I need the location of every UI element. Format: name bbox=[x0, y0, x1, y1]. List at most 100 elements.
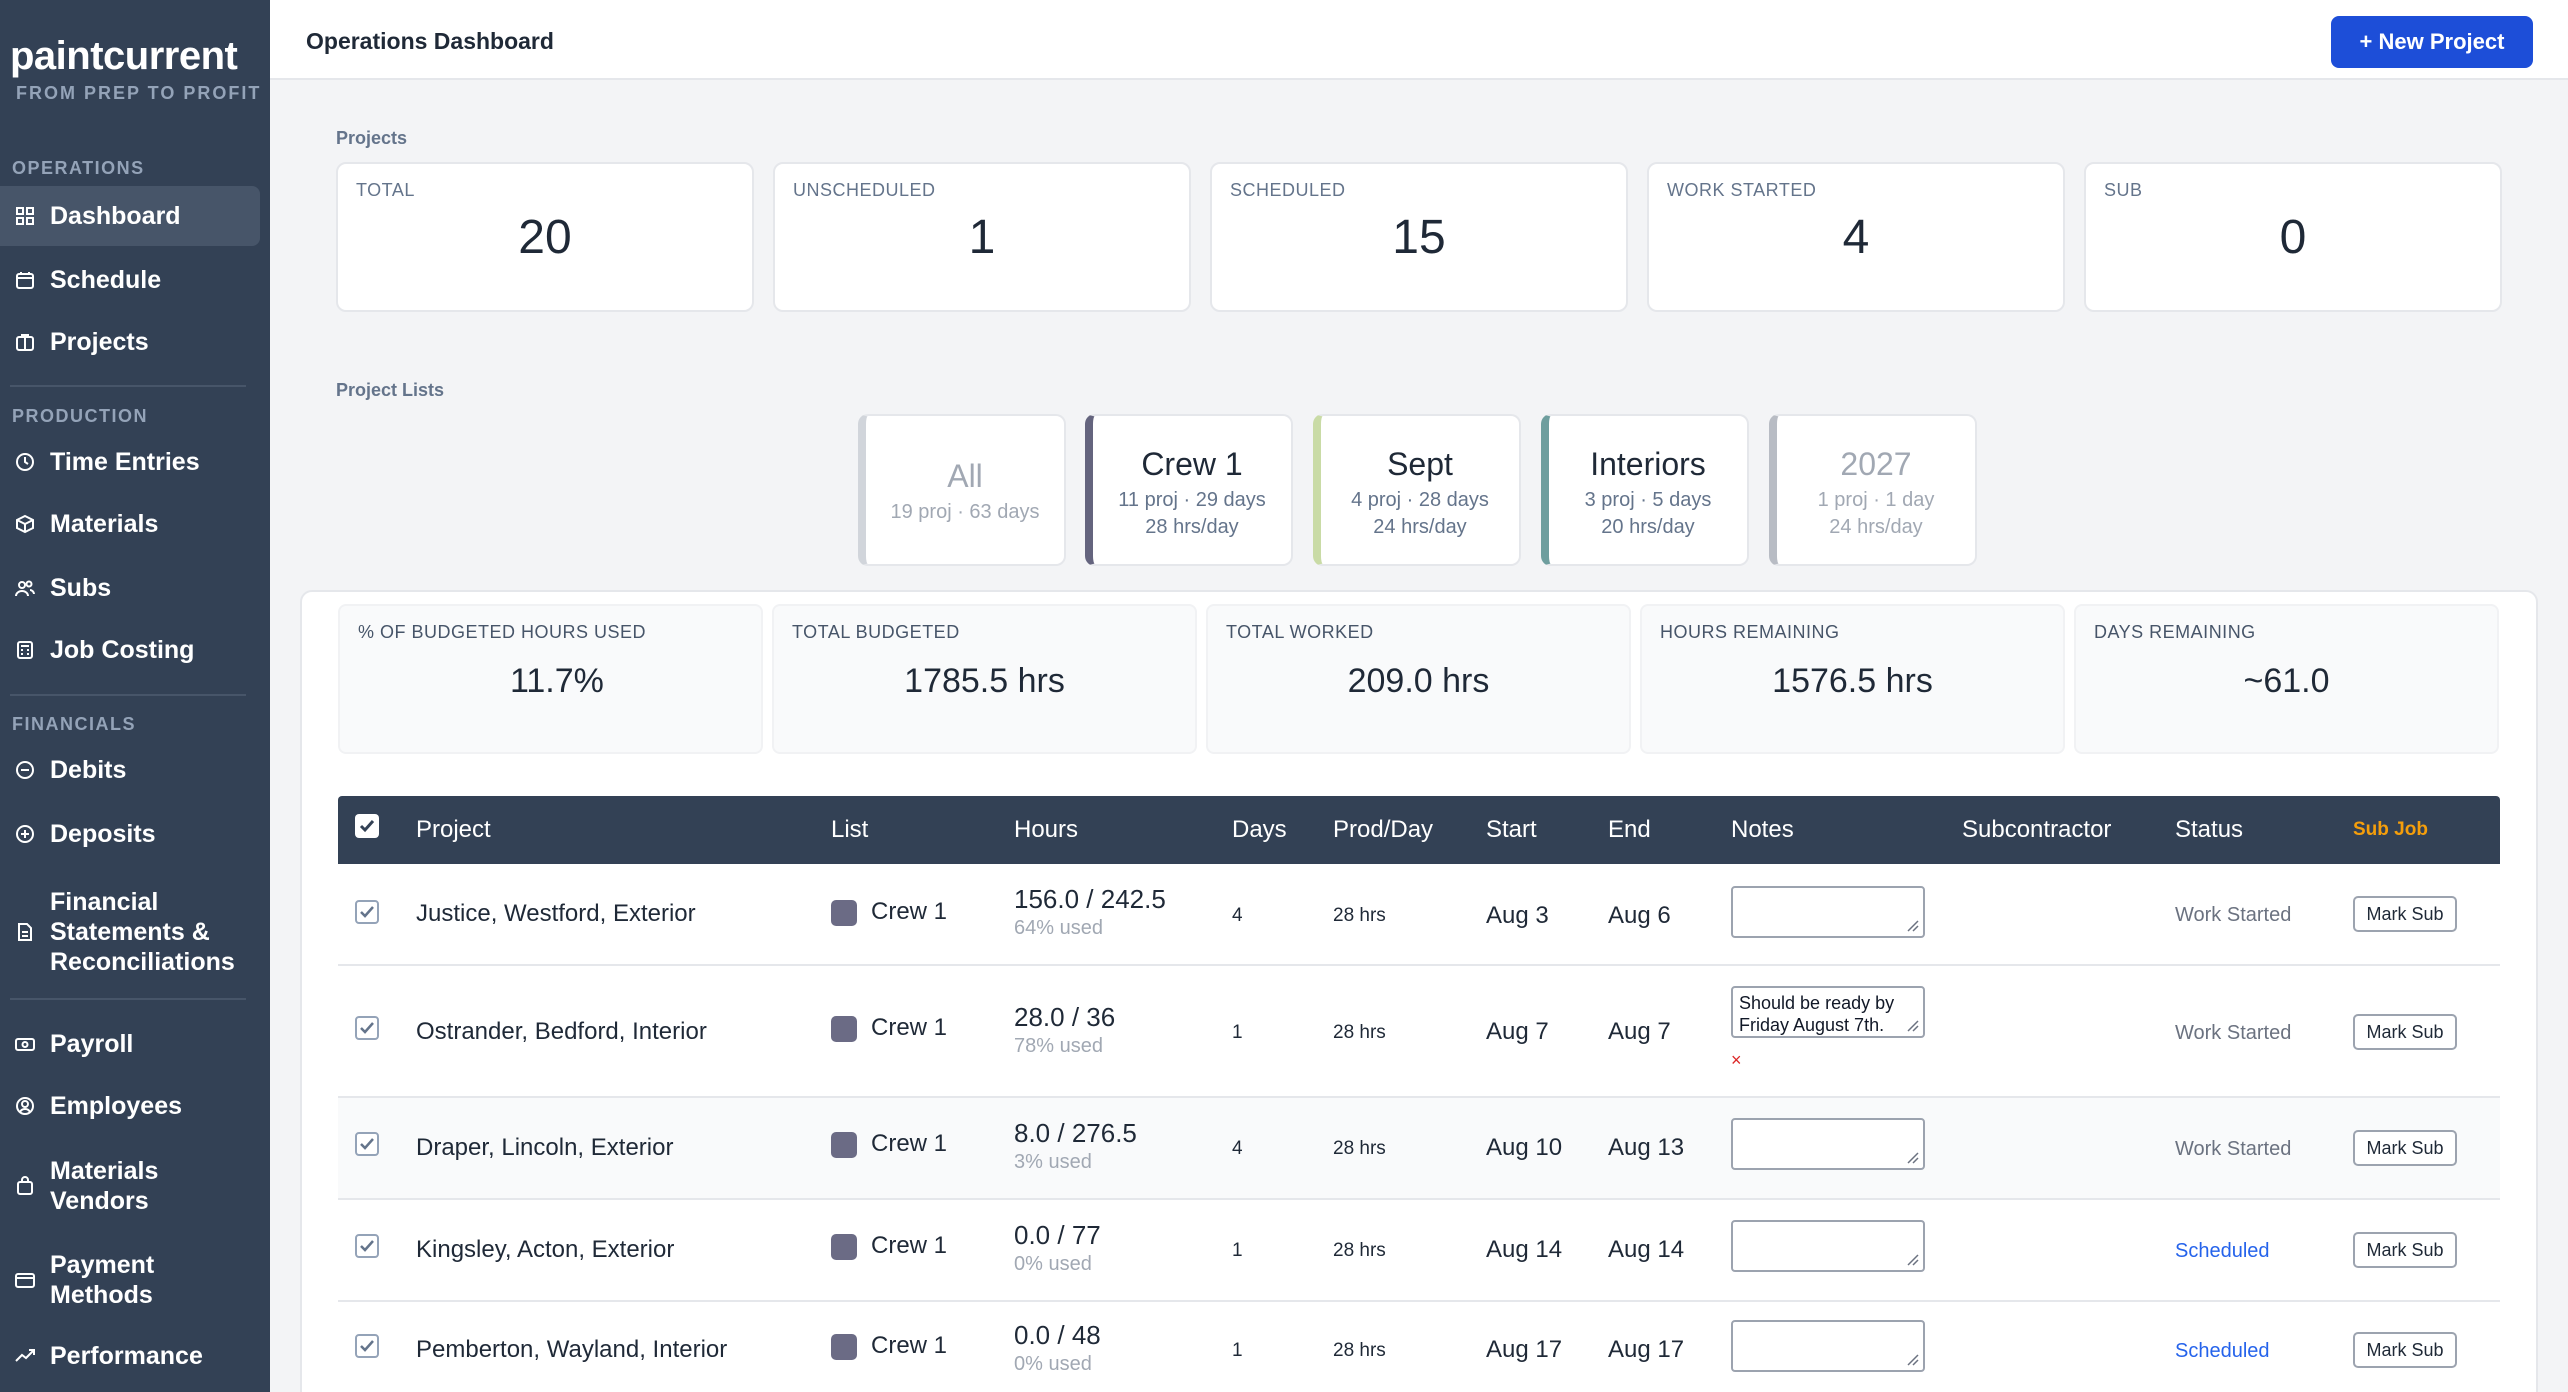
list-swatch bbox=[831, 1131, 857, 1158]
mark-sub-button[interactable]: Mark Sub bbox=[2353, 896, 2457, 932]
start-date: Aug 10 bbox=[1486, 1134, 1563, 1161]
metric-value: 1576.5 hrs bbox=[1772, 662, 1933, 700]
list-swatch bbox=[831, 899, 857, 926]
prod-day-value: 28 hrs bbox=[1333, 1022, 1386, 1043]
project-name[interactable]: Draper, Lincoln, Exterior bbox=[416, 1134, 674, 1161]
stat-card-scheduled[interactable]: SCHEDULED 15 bbox=[1210, 162, 1628, 312]
table-row[interactable]: Pemberton, Wayland, Interior Crew 1 0.0 … bbox=[338, 1302, 2500, 1392]
row-checkbox[interactable] bbox=[355, 1016, 379, 1040]
list-name: Crew 1 bbox=[871, 1332, 948, 1359]
resize-handle-icon[interactable] bbox=[1905, 918, 1919, 932]
sidebar-item-label: Projects bbox=[50, 327, 149, 356]
row-checkbox[interactable] bbox=[355, 1334, 379, 1358]
notes-field[interactable]: Should be ready by Friday August 7th. bbox=[1731, 986, 1925, 1038]
project-name[interactable]: Ostrander, Bedford, Interior bbox=[416, 1018, 707, 1045]
metric-label: HOURS REMAINING bbox=[1660, 622, 1840, 642]
sidebar-item-job-costing[interactable]: Job Costing bbox=[0, 620, 260, 680]
sidebar-item-label: Schedule bbox=[50, 265, 162, 294]
sidebar-item-deposits[interactable]: Deposits bbox=[0, 804, 260, 864]
resize-handle-icon[interactable] bbox=[1905, 1352, 1919, 1366]
table-row[interactable]: Ostrander, Bedford, Interior Crew 1 28.0… bbox=[338, 966, 2500, 1098]
project-name[interactable]: Pemberton, Wayland, Interior bbox=[416, 1336, 728, 1363]
new-project-button[interactable]: + New Project bbox=[2331, 16, 2533, 68]
column-header-subcontractor[interactable]: Subcontractor bbox=[1962, 816, 2112, 843]
list-card-all[interactable]: All 19 proj · 63 days bbox=[858, 414, 1066, 566]
column-header-hours[interactable]: Hours bbox=[1014, 816, 1079, 843]
sidebar-item-payment-methods[interactable]: Payment Methods bbox=[0, 1248, 260, 1312]
column-header-project[interactable]: Project bbox=[416, 816, 491, 843]
stat-value: 1 bbox=[968, 211, 996, 264]
label-line: Reconciliations bbox=[50, 948, 235, 976]
column-header-status[interactable]: Status bbox=[2175, 816, 2244, 843]
sidebar-item-schedule[interactable]: Schedule bbox=[0, 250, 260, 310]
list-name: Crew 1 bbox=[871, 1130, 948, 1157]
resize-handle-icon[interactable] bbox=[1905, 1252, 1919, 1266]
project-name[interactable]: Justice, Westford, Exterior bbox=[416, 900, 696, 927]
delete-note-icon[interactable]: × bbox=[1731, 1050, 1742, 1070]
sidebar-item-payroll[interactable]: Payroll bbox=[0, 1014, 260, 1074]
sidebar-item-employees[interactable]: Employees bbox=[0, 1076, 260, 1136]
hours-used: 0% used bbox=[1014, 1253, 1092, 1275]
list-name: Crew 1 bbox=[871, 1014, 948, 1041]
hours-value: 28.0 / 36 bbox=[1014, 1002, 1116, 1032]
prod-day-value: 28 hrs bbox=[1333, 1340, 1386, 1361]
sidebar-item-materials-vendors[interactable]: Materials Vendors bbox=[0, 1154, 260, 1218]
select-all-checkbox[interactable] bbox=[355, 814, 379, 838]
list-card-sept[interactable]: Sept 4 proj · 28 days 24 hrs/day bbox=[1313, 414, 1521, 566]
hours-cell: 28.0 / 36 78% used bbox=[1014, 1002, 1115, 1058]
stat-card-unscheduled[interactable]: UNSCHEDULED 1 bbox=[773, 162, 1191, 312]
mark-sub-button[interactable]: Mark Sub bbox=[2353, 1130, 2457, 1166]
notes-field[interactable] bbox=[1731, 886, 1925, 938]
sidebar-item-subs[interactable]: Subs bbox=[0, 558, 260, 618]
table-row[interactable]: Draper, Lincoln, Exterior Crew 1 8.0 / 2… bbox=[338, 1098, 2500, 1200]
sidebar-item-materials[interactable]: Materials bbox=[0, 494, 260, 554]
sidebar-item-financial-statements[interactable]: Financial Statements & Reconciliations bbox=[0, 876, 260, 988]
hours-value: 0.0 / 48 bbox=[1014, 1320, 1101, 1350]
brand-tagline: FROM PREP TO PROFIT bbox=[16, 83, 262, 103]
row-checkbox[interactable] bbox=[355, 900, 379, 924]
sidebar-item-dashboard[interactable]: Dashboard bbox=[0, 186, 260, 246]
sidebar-item-time-entries[interactable]: Time Entries bbox=[0, 432, 260, 492]
sidebar-item-projects[interactable]: Projects bbox=[0, 312, 260, 372]
sidebar-item-label: Dashboard bbox=[50, 201, 181, 230]
stat-card-work-started[interactable]: WORK STARTED 4 bbox=[1647, 162, 2065, 312]
sidebar-item-performance[interactable]: Performance bbox=[0, 1326, 260, 1386]
stat-card-sub[interactable]: SUB 0 bbox=[2084, 162, 2502, 312]
metric-value: 11.7% bbox=[510, 662, 604, 700]
stat-card-total[interactable]: TOTAL 20 bbox=[336, 162, 754, 312]
column-header-prod-day[interactable]: Prod/Day bbox=[1333, 816, 1434, 843]
mark-sub-button[interactable]: Mark Sub bbox=[2353, 1332, 2457, 1368]
hours-value: 8.0 / 276.5 bbox=[1014, 1118, 1137, 1148]
project-name[interactable]: Kingsley, Acton, Exterior bbox=[416, 1236, 675, 1263]
column-header-notes[interactable]: Notes bbox=[1731, 816, 1794, 843]
stat-value: 20 bbox=[518, 211, 572, 264]
row-checkbox[interactable] bbox=[355, 1132, 379, 1156]
sidebar-item-debits[interactable]: Debits bbox=[0, 740, 260, 800]
list-card-crew-1[interactable]: Crew 1 11 proj · 29 days 28 hrs/day bbox=[1085, 414, 1293, 566]
column-header-sub-job[interactable]: Sub Job bbox=[2353, 819, 2428, 840]
table-row[interactable]: Justice, Westford, Exterior Crew 1 156.0… bbox=[338, 864, 2500, 966]
list-card-2027[interactable]: 2027 1 proj · 1 day 24 hrs/day bbox=[1769, 414, 1977, 566]
table-row[interactable]: Kingsley, Acton, Exterior Crew 1 0.0 / 7… bbox=[338, 1200, 2500, 1302]
notes-field[interactable] bbox=[1731, 1320, 1925, 1372]
column-header-start[interactable]: Start bbox=[1486, 816, 1537, 843]
sidebar-divider bbox=[10, 694, 246, 696]
row-checkbox[interactable] bbox=[355, 1234, 379, 1258]
hours-cell: 156.0 / 242.5 64% used bbox=[1014, 884, 1166, 940]
notes-field[interactable] bbox=[1731, 1118, 1925, 1170]
resize-handle-icon[interactable] bbox=[1905, 1150, 1919, 1164]
hours-used: 78% used bbox=[1014, 1035, 1103, 1057]
list-card-interiors[interactable]: Interiors 3 proj · 5 days 20 hrs/day bbox=[1541, 414, 1749, 566]
mark-sub-button[interactable]: Mark Sub bbox=[2353, 1014, 2457, 1050]
list-name: 2027 bbox=[1840, 446, 1912, 482]
notes-field[interactable] bbox=[1731, 1220, 1925, 1272]
column-header-end[interactable]: End bbox=[1608, 816, 1651, 843]
sidebar-divider bbox=[10, 998, 246, 1000]
column-header-list[interactable]: List bbox=[831, 816, 869, 843]
column-header-days[interactable]: Days bbox=[1232, 816, 1287, 843]
prod-day-value: 28 hrs bbox=[1333, 1240, 1386, 1261]
resize-handle-icon[interactable] bbox=[1905, 1018, 1919, 1032]
mark-sub-button[interactable]: Mark Sub bbox=[2353, 1232, 2457, 1268]
shopping-bag-icon bbox=[14, 1175, 36, 1197]
stat-label: SCHEDULED bbox=[1230, 180, 1346, 200]
